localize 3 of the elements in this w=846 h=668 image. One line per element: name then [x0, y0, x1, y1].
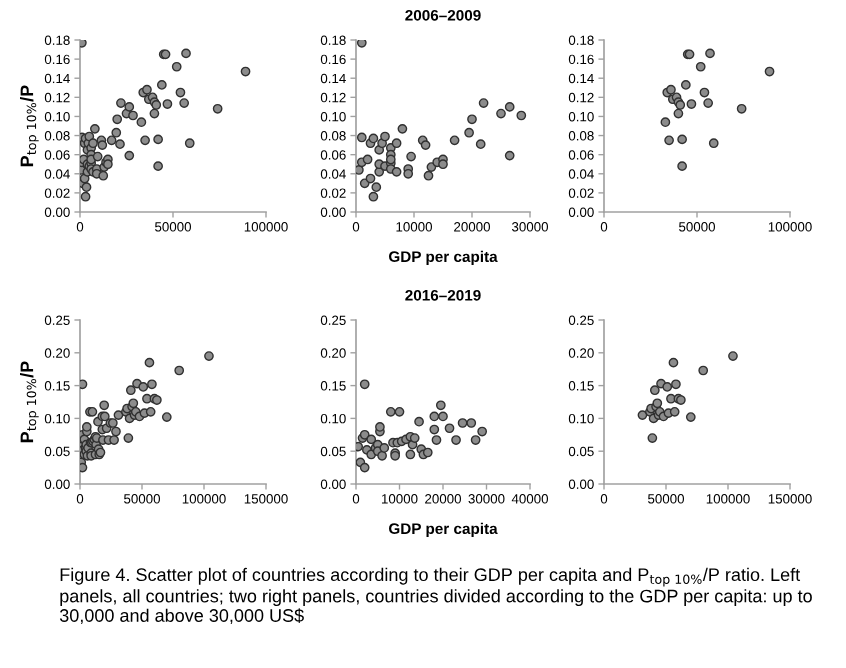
caption: Figure 4. Scatter plot of countries according to their GDP per capita and P$_{top 10%}$/P ratio. Left panels, all countries; two right panels, countries divided according to the GDP per capita: up to 30,000 and above 30,000 US$ — [59, 567, 812, 625]
y-axis-title: P$_{top 10%}$/P — [20, 85, 39, 167]
y-axis-title: P$_{top 10%}$/P — [20, 361, 39, 443]
